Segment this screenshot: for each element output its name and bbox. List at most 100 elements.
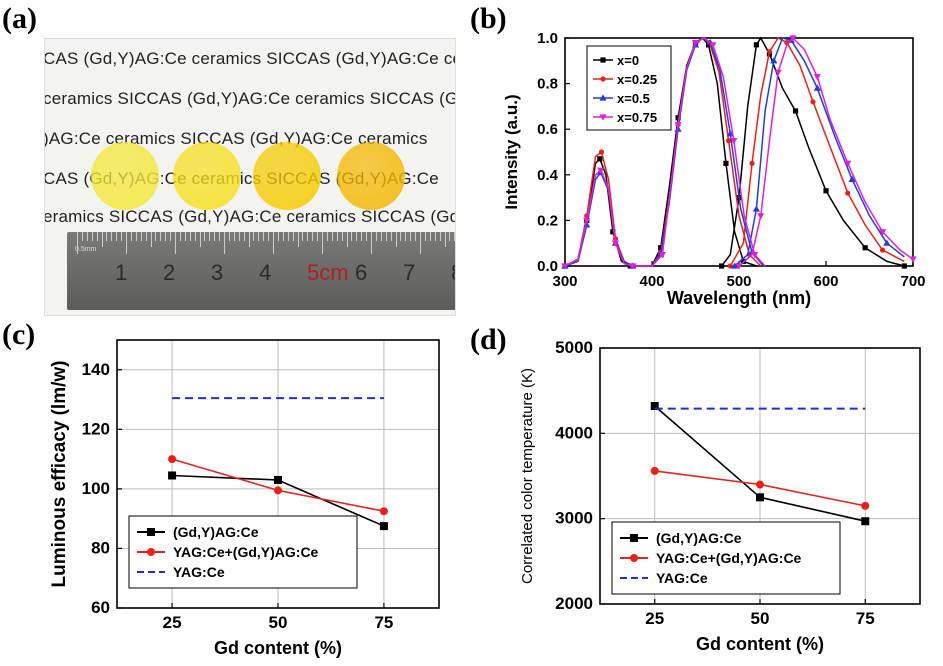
y-axis-label: Luminous efficacy (lm/w) [49,361,70,588]
ruler-tick [302,232,304,241]
ruler-tick [130,232,132,241]
x-axis-label: Wavelength (nm) [667,288,811,308]
x-tick-label: 500 [726,273,751,290]
ruler-number: 2 [163,260,176,285]
data-point [753,42,759,48]
x-axis-label: Gd content (%) [696,634,824,654]
ruler-tick [268,232,270,241]
data-point [727,263,733,269]
legend-label: YAG:Ce+(Gd,Y)AG:Ce [173,544,319,560]
ruler-tick [194,232,196,241]
ruler-tick [140,232,142,241]
ruler-tick [287,232,289,241]
ruler-tick [96,232,98,241]
ruler-tick [145,232,147,241]
photo-text-line: eramics SICCAS (Gd,Y)AG:Ce ceramics SICC… [44,207,456,226]
ruler-tick [111,232,113,241]
ruler-tick [243,232,245,241]
photo-text-line: CAS (Gd,Y)AG:Ce ceramics SICCAS (Gd,Y)AG… [44,49,455,68]
x-tick-label: 50 [751,609,770,628]
legend-label: x=0.25 [617,72,657,87]
x-axis-label: Gd content (%) [214,638,342,658]
data-point [757,213,765,220]
data-point [650,466,659,475]
data-point [630,554,638,562]
ruler-tick [224,232,225,254]
data-point [845,190,851,196]
data-point [730,138,738,145]
data-point [147,528,155,536]
ruler-tick [86,232,88,241]
data-point [770,57,778,64]
data-point [147,548,155,556]
ruler-tick [361,232,363,241]
ruler-tick [307,232,309,241]
data-point [379,522,388,531]
y-tick-label: 3000 [555,509,593,528]
ruler-tick [204,232,206,241]
legend-label: x=0.5 [617,91,650,106]
ruler-tick [415,232,417,241]
data-point [691,39,700,47]
data-point [723,160,729,166]
data-point [630,534,638,542]
data-point [599,94,607,101]
data-point [598,149,605,155]
data-point [878,229,887,236]
legend-label: YAG:Ce+(Gd,Y)AG:Ce [656,550,802,566]
data-point [848,175,856,182]
ruler-number: 5cm [307,260,349,285]
series-(Gd,Y)AG:Ce [168,471,388,531]
ruler-tick [81,232,83,241]
data-point [600,57,606,63]
ruler-tick [322,232,323,254]
legend: (Gd,Y)AG:Ce YAG:Ce+(Gd,Y)AG:Ce YAG:Ce [611,521,841,595]
data-point [658,252,667,259]
x-tick-label: 300 [552,273,577,290]
ruler-tick [150,232,152,247]
x-tick-label: 600 [813,273,838,290]
ruler-number: 6 [355,260,368,285]
y-tick-label: 120 [82,419,110,438]
x-tick-label: 75 [856,609,875,628]
series-line [721,36,905,267]
ruler-tick [199,232,201,247]
data-point [813,84,821,91]
y-tick-label: 5000 [555,338,593,357]
series-line [734,37,905,267]
photo-text-line: ceramics SICCAS (Gd,Y)AG:Ce ceramics SIC… [44,89,456,108]
data-point [823,188,829,194]
ruler-tick [253,232,255,241]
panel-label-b: (b) [470,2,507,35]
chart-c: 25 50 75 60 80 100 120 140 Gd content (%) Luminou… [49,339,440,658]
ruler-tick [385,232,387,241]
y-tick-label: 1.0 [537,30,558,47]
ruler-tick [371,232,372,254]
data-point [168,455,177,464]
y-axis-label: Correlated color temperature (K) [519,368,536,584]
ruler-tick [77,232,78,254]
ruler-tick [248,232,250,247]
ruler-tick [165,232,167,241]
data-point [675,115,681,121]
data-point [774,69,782,76]
data-point [274,486,282,495]
ruler-tick [317,232,319,241]
data-point [861,517,870,526]
series-YAG:Ce+(Gd,Y)AG:Ce [168,455,388,516]
data-point [879,247,886,253]
series-x=0.75 [561,35,917,270]
y-tick-label: 0.8 [537,76,558,93]
data-point [792,108,799,114]
y-tick-label: 0.4 [537,167,559,184]
y-tick-label: 100 [82,479,110,498]
legend: (Gd,Y)AG:Ce YAG:Ce+(Gd,Y)AG:Ce YAG:Ce [128,515,358,589]
ruler-number: 8 [451,260,455,286]
data-point [674,122,682,129]
ruler-tick [106,232,108,241]
data-point [629,263,637,270]
ruler-tick [258,232,260,241]
ruler-tick [189,232,191,241]
data-point [752,205,760,212]
data-point [909,256,917,263]
